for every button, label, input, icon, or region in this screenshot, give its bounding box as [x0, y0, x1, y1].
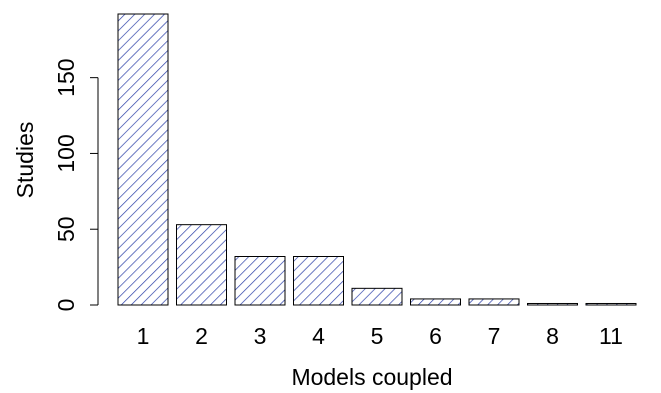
bar-7 [468, 298, 520, 306]
y-axis-title: Studies [12, 122, 38, 199]
x-tick-label: 3 [254, 323, 267, 349]
x-tick-label: 8 [546, 323, 559, 349]
x-tick-label: 6 [429, 323, 442, 349]
x-tick-label: 11 [599, 323, 623, 349]
bars-group [117, 13, 637, 306]
bar-8 [527, 302, 578, 306]
y-tick-label: 150 [53, 58, 79, 96]
bar-1 [117, 13, 169, 306]
bar-4 [293, 256, 344, 306]
x-tick-label: 2 [195, 323, 208, 349]
bar-5 [351, 287, 403, 306]
bar-6 [410, 298, 461, 306]
bar-11 [585, 302, 637, 306]
y-tick-label: 100 [53, 134, 79, 172]
y-tick-label: 50 [53, 216, 79, 242]
y-tick-label: 0 [53, 299, 79, 312]
x-axis-title: Models coupled [291, 364, 452, 390]
bar-3 [234, 256, 286, 306]
x-tick-label: 7 [488, 323, 501, 349]
x-tick-labels: 1 2 3 4 5 6 7 8 11 [137, 323, 623, 349]
y-axis: 0 50 100 150 [53, 58, 99, 312]
x-tick-label: 5 [371, 323, 384, 349]
bar-2 [176, 224, 227, 306]
x-tick-label: 1 [137, 323, 150, 349]
x-tick-label: 4 [312, 323, 325, 349]
